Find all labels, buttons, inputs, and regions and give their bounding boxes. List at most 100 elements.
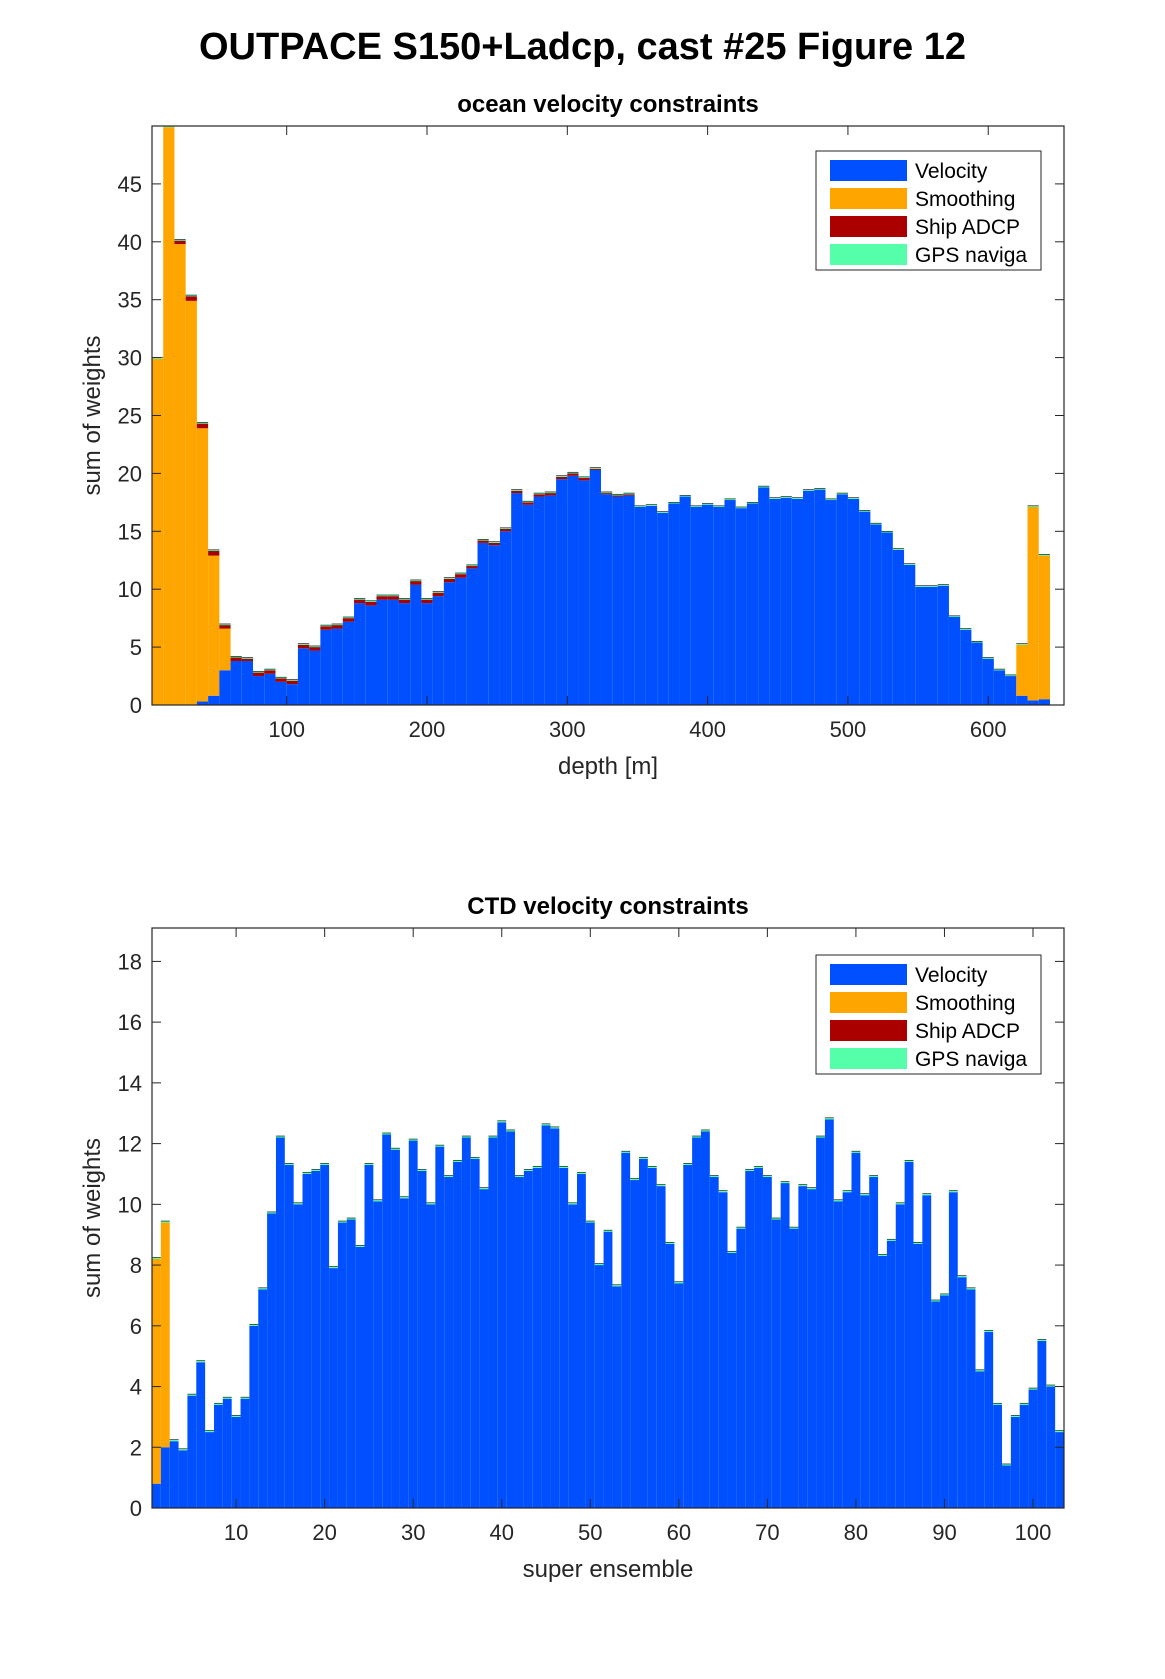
bar-gps-naviga-3	[174, 239, 186, 241]
bar-velocity-8	[213, 1404, 223, 1508]
bar-velocity-79	[842, 1192, 852, 1508]
bar-velocity-12	[249, 1325, 259, 1508]
bar-gps-naviga-94	[975, 1369, 985, 1372]
bar-velocity-73	[789, 1228, 799, 1508]
x-tick-label: 500	[830, 717, 867, 742]
bar-velocity-51	[713, 506, 725, 705]
bar-gps-naviga-57	[647, 1166, 657, 1168]
bar-velocity-29	[466, 568, 478, 705]
bar-velocity-78	[833, 1201, 843, 1508]
x-tick-label: 70	[755, 1520, 779, 1545]
bar-gps-naviga-15	[309, 645, 321, 648]
bar-gps-naviga-29	[399, 1196, 409, 1199]
bar-gps-naviga-91	[948, 1190, 958, 1193]
legend-swatch	[830, 244, 907, 265]
bar-velocity-52	[724, 500, 736, 705]
bar-gps-naviga-39	[578, 476, 590, 479]
bar-velocity-38	[567, 475, 579, 705]
bar-gps-naviga-16	[320, 625, 332, 627]
bar-velocity-77	[1005, 676, 1017, 705]
bar-velocity-20	[320, 1164, 330, 1508]
bar-velocity-66	[881, 532, 893, 705]
x-tick-label: 30	[401, 1520, 425, 1545]
bar-gps-naviga-79	[842, 1190, 852, 1193]
bar-velocity-64	[709, 1177, 719, 1508]
bar-gps-naviga-43	[523, 1169, 533, 1171]
bar-smoothing-5	[196, 428, 209, 702]
bar-ship-adcp-12	[275, 678, 287, 682]
bar-velocity-52	[603, 1231, 613, 1508]
bar-gps-naviga-45	[645, 504, 658, 506]
bar-velocity-32	[499, 531, 512, 705]
bar-velocity-57	[647, 1167, 657, 1508]
bar-gps-naviga-5	[187, 1394, 197, 1396]
bar-ship-adcp-11	[264, 670, 276, 674]
bar-smoothing-2	[160, 1222, 170, 1448]
y-tick-label: 10	[118, 577, 142, 602]
bar-gps-naviga-77	[1005, 674, 1017, 677]
x-tick-label: 600	[970, 717, 1007, 742]
bar-ship-adcp-15	[309, 647, 321, 651]
chart-title: CTD velocity constraints	[467, 893, 748, 920]
bar-velocity-49	[690, 506, 703, 705]
bar-ship-adcp-19	[354, 599, 366, 604]
legend-swatch	[830, 1048, 907, 1069]
bar-gps-naviga-2	[160, 1221, 170, 1223]
bar-gps-naviga-63	[700, 1129, 710, 1132]
bar-ship-adcp-35	[533, 494, 545, 497]
bar-velocity-6	[196, 1362, 206, 1508]
bar-ship-adcp-21	[376, 596, 388, 600]
y-tick-label: 2	[130, 1435, 142, 1460]
figure-title: OUTPACE S150+Ladcp, cast #25 Figure 12	[199, 26, 966, 68]
bar-gps-naviga-102	[1046, 1385, 1056, 1387]
bar-gps-naviga-16	[284, 1163, 294, 1165]
bar-velocity-4	[178, 1450, 188, 1508]
bar-velocity-18	[302, 1173, 312, 1508]
bar-ship-adcp-24	[410, 581, 422, 585]
bar-velocity-64	[859, 511, 871, 705]
bar-velocity-22	[387, 599, 399, 705]
bar-gps-naviga-53	[735, 506, 747, 509]
bar-velocity-42	[612, 496, 624, 705]
bar-velocity-14	[267, 1213, 276, 1508]
bar-velocity-43	[623, 495, 635, 705]
bar-gps-naviga-22	[337, 1221, 347, 1223]
bar-velocity-98	[1010, 1416, 1020, 1508]
bar-gps-naviga-85	[895, 1202, 905, 1205]
bar-velocity-72	[948, 616, 961, 705]
bar-gps-naviga-59	[665, 1242, 675, 1244]
bar-velocity-3	[169, 1441, 179, 1508]
y-tick-label: 40	[118, 230, 142, 255]
bar-gps-naviga-49	[577, 1172, 586, 1174]
bar-velocity-43	[523, 1170, 533, 1508]
bar-gps-naviga-84	[886, 1239, 896, 1241]
bar-gps-naviga-52	[724, 498, 736, 501]
bar-ship-adcp-29	[466, 566, 478, 569]
bar-velocity-2	[160, 1447, 170, 1508]
x-axis-label: depth [m]	[558, 753, 658, 780]
y-tick-label: 45	[118, 172, 142, 197]
bar-gps-naviga-50	[702, 503, 714, 505]
bar-velocity-21	[376, 599, 388, 705]
bar-ship-adcp-7	[219, 625, 231, 629]
bar-velocity-99	[1019, 1404, 1029, 1508]
bar-gps-naviga-77	[824, 1117, 834, 1120]
bar-gps-naviga-34	[522, 501, 534, 503]
bar-ship-adcp-43	[623, 494, 635, 496]
bar-velocity-9	[241, 660, 254, 705]
y-tick-label: 8	[130, 1253, 142, 1278]
bar-ship-adcp-8	[230, 657, 242, 661]
bar-velocity-46	[550, 1128, 560, 1508]
bar-velocity-94	[975, 1371, 985, 1508]
bar-ship-adcp-34	[522, 502, 534, 505]
bar-velocity-100	[1028, 1389, 1038, 1508]
bar-gps-naviga-76	[816, 1136, 825, 1138]
legend-label: GPS naviga	[915, 244, 1027, 267]
bar-velocity-21	[329, 1268, 338, 1508]
bar-ship-adcp-30	[477, 540, 489, 543]
bar-velocity-13	[286, 684, 298, 705]
bar-gps-naviga-69	[915, 585, 927, 587]
bar-velocity-69	[754, 1167, 763, 1508]
